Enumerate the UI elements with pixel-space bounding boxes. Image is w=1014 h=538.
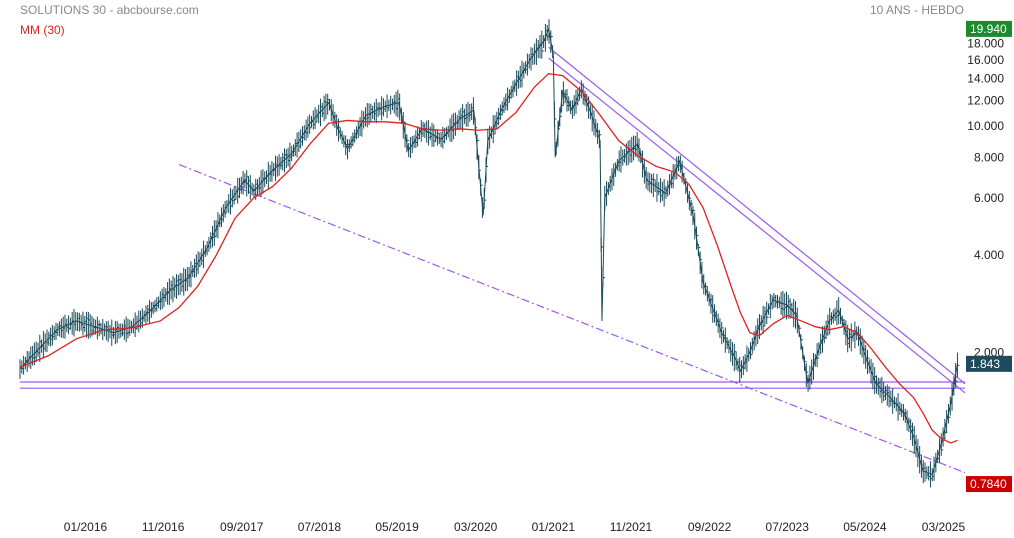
x-tick-label: 07/2018: [298, 520, 342, 534]
y-tick-label: 18.000: [967, 36, 1004, 50]
x-tick-label: 01/2016: [64, 520, 108, 534]
y-tick-label: 4.000: [974, 248, 1004, 262]
x-tick-label: 01/2021: [532, 520, 576, 534]
x-tick-label: 05/2024: [843, 520, 887, 534]
trendline-upper-resistance-1: [548, 46, 966, 385]
y-tick-label: 16.000: [967, 53, 1004, 67]
x-tick-label: 11/2021: [610, 520, 653, 534]
y-tick-label: 6.000: [974, 191, 1004, 205]
badge-low: [966, 476, 1012, 493]
x-tick-label: 11/2016: [142, 520, 185, 534]
badge-low-label: 0.7840: [970, 477, 1007, 491]
badge-high-label: 19.940: [970, 22, 1007, 36]
y-tick-label: 14.000: [967, 72, 1004, 86]
price-line: [19, 27, 959, 476]
badge-last-label: 1.843: [970, 357, 1000, 371]
y-tick-label: 8.000: [974, 150, 1004, 164]
badge-high: [966, 20, 1012, 37]
period-label: 10 ANS - HEBDO: [869, 3, 964, 17]
x-tick-label: 09/2022: [688, 520, 732, 534]
trendline-lower-support: [178, 164, 966, 474]
badge-last: [966, 355, 1012, 372]
y-tick-label: 12.000: [967, 93, 1004, 107]
x-tick-label: 05/2019: [375, 520, 419, 534]
trendline-upper-resistance-2: [548, 57, 966, 394]
y-tick-label: 10.000: [967, 119, 1004, 133]
x-tick-label: 03/2020: [454, 520, 498, 534]
moving-average-line: [19, 73, 958, 444]
price-bars: [19, 19, 960, 488]
x-tick-label: 03/2025: [922, 520, 966, 534]
x-tick-label: 09/2017: [220, 520, 264, 534]
chart-title: SOLUTIONS 30 - abcbourse.com: [20, 3, 199, 17]
x-tick-label: 07/2023: [766, 520, 810, 534]
moving-average-legend: MM (30): [20, 23, 65, 37]
